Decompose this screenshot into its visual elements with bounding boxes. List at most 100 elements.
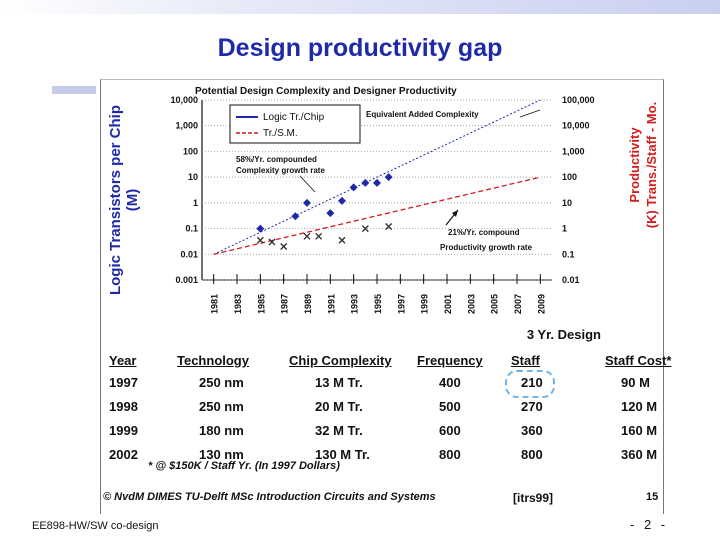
table-cell: 130 nm (199, 446, 244, 462)
data-point-logic (338, 196, 346, 205)
data-point-logic (361, 178, 370, 187)
x-tick-label: 2003 (466, 294, 476, 314)
table-row: 1998 250 nm 20 M Tr. 500 270 120 M (105, 394, 689, 418)
x-tick-label: 1985 (256, 294, 266, 314)
table-cell: 800 (439, 446, 461, 462)
left-axis-label-line2: (M) (124, 188, 141, 212)
annotation-arrowhead (452, 210, 458, 217)
table-cell: 1999 (109, 422, 138, 438)
table-cell: 160 M (621, 422, 658, 438)
right-axis-label-line1: Productivity (627, 127, 642, 203)
table-cell: 180 nm (199, 422, 244, 438)
annotation-leader (519, 109, 541, 118)
data-point-productivity (268, 238, 276, 246)
x-tick-label: 2009 (536, 294, 546, 314)
table-header: Technology (177, 353, 249, 368)
productivity-chart: Potential Design Complexity and Designer… (170, 86, 595, 314)
right-tick-label: 100,000 (562, 95, 595, 105)
table-header: Year (109, 353, 137, 368)
page-number: - 2 - (630, 517, 669, 532)
left-tick-label: 0.001 (175, 275, 198, 285)
data-point-logic (349, 183, 358, 192)
page-title: Design productivity gap (217, 34, 503, 62)
annotation-productivity: 21%/Yr. compound (448, 228, 520, 237)
left-tick-label: 100 (183, 146, 198, 156)
chart-legend: Logic Tr./Chip Tr./S.M. (229, 104, 361, 144)
x-tick-label: 1997 (396, 294, 406, 314)
x-tick-label: 1981 (210, 294, 220, 314)
title-accent-bar (52, 86, 96, 94)
right-tick-label: 10 (562, 198, 572, 208)
right-tick-label: 0.1 (562, 249, 575, 259)
chart-title: Potential Design Complexity and Designer… (195, 86, 457, 97)
table-header-row: Year Technology Chip Complexity Frequenc… (105, 346, 689, 370)
table-cell: 32 M Tr. (315, 422, 363, 438)
right-tick-label: 1 (562, 224, 567, 234)
left-tick-label: 1 (193, 198, 198, 208)
design-table: 3 Yr. Design Year Technology Chip Comple… (105, 322, 689, 466)
data-point-productivity (361, 225, 369, 233)
table-cell: 130 M Tr. (315, 446, 370, 462)
x-tick-label: 1989 (303, 294, 313, 314)
annotation-complexity: 58%/Yr. compounded (236, 155, 317, 164)
table-row: 1997 250 nm 13 M Tr. 400 210 90 M (105, 370, 689, 394)
annotation-leader (299, 175, 316, 193)
legend-label: Logic Tr./Chip (263, 112, 325, 123)
annotation-equivalent: Equivalent Added Complexity (366, 110, 479, 119)
table-cell: 1997 (109, 374, 138, 390)
table-header: Staff Cost* (605, 353, 672, 368)
data-point-logic (303, 198, 311, 207)
annotation-productivity: Productivity growth rate (440, 243, 533, 252)
course-name: EE898-HW/SW co-design (32, 520, 159, 532)
left-axis-label-line1: Logic Transistors per Chip (107, 104, 124, 296)
data-point-logic (291, 212, 300, 221)
data-point-productivity (303, 232, 311, 240)
table-cell: 250 nm (199, 398, 244, 414)
table-cell: 250 nm (199, 374, 244, 390)
highlight-burst (505, 370, 555, 398)
x-tick-label: 2001 (443, 294, 453, 314)
embedded-slide-number: 15 (646, 491, 659, 503)
data-point-productivity (280, 243, 288, 251)
data-point-logic (373, 178, 381, 187)
right-tick-label: 100 (562, 172, 577, 182)
right-axis-label-line2: (K) Trans./Staff - Mo. (644, 101, 659, 229)
x-tick-label: 1993 (350, 294, 360, 314)
right-tick-label: 0.01 (562, 275, 580, 285)
x-tick-label: 1987 (280, 294, 290, 314)
table-row: 2002 130 nm 130 M Tr. 800 800 360 M (105, 442, 689, 466)
data-point-logic (384, 173, 393, 182)
table-cell: 360 (521, 422, 543, 438)
table-cell: 800 (521, 446, 543, 462)
annotation-complexity: Complexity growth rate (236, 166, 325, 175)
data-point-productivity (385, 223, 393, 231)
table-group-header-row: 3 Yr. Design (105, 322, 689, 346)
x-tick-label: 1999 (420, 294, 430, 314)
left-tick-label: 10 (188, 172, 198, 182)
table-cell: 1998 (109, 398, 138, 414)
left-tick-label: 1,000 (175, 121, 198, 131)
data-point-logic (256, 224, 265, 233)
legend-box (229, 104, 361, 144)
table-header: Frequency (417, 353, 483, 368)
table-cell: 20 M Tr. (315, 398, 363, 414)
table-cell: 270 (521, 398, 543, 414)
trend-line-logic (213, 99, 541, 255)
table-row: 1999 180 nm 32 M Tr. 600 360 160 M (105, 418, 689, 442)
left-tick-label: 0.1 (185, 224, 198, 234)
top-band (0, 0, 720, 14)
table-cell: 500 (439, 398, 461, 414)
table-cell: 600 (439, 422, 461, 438)
table-cell: 2002 (109, 446, 138, 462)
data-point-productivity (338, 236, 346, 244)
table-cell: 90 M (621, 374, 650, 390)
table-cell: 210 (521, 374, 543, 390)
x-tick-label: 1983 (233, 294, 243, 314)
x-tick-label: 2005 (490, 294, 500, 314)
table-cell: 13 M Tr. (315, 374, 363, 390)
table-header: Chip Complexity (289, 353, 392, 368)
right-tick-label: 1,000 (562, 146, 585, 156)
data-point-productivity (256, 236, 264, 244)
table-cell: 360 M (621, 446, 658, 462)
right-tick-label: 10,000 (562, 121, 590, 131)
